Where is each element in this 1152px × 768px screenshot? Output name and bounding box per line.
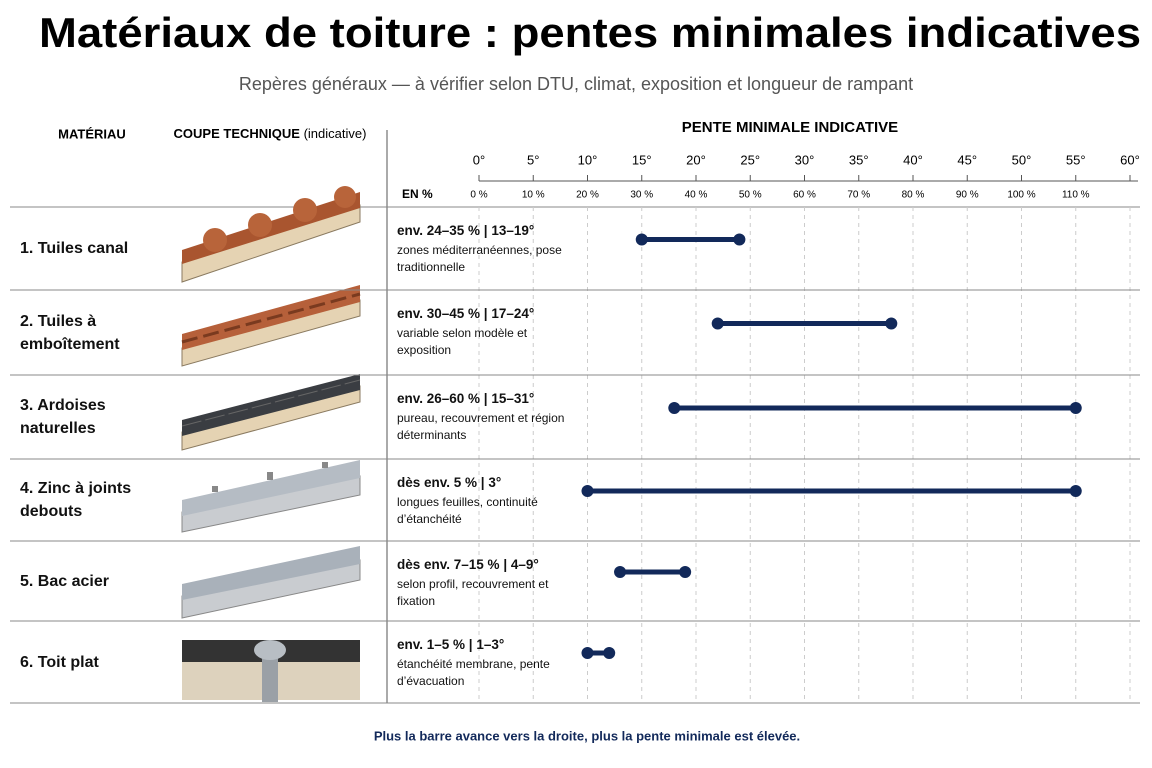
detail: env. 30–45 % | 17–24° variable selon modè… bbox=[397, 306, 567, 359]
detail-note: zones méditerranéennes, pose traditionne… bbox=[397, 243, 562, 274]
x2-tick-label: 50 % bbox=[739, 190, 762, 201]
range-start bbox=[581, 647, 594, 659]
range-end bbox=[679, 566, 692, 578]
detail-note: variable selon modèle et exposition bbox=[397, 326, 528, 357]
detail: dès env. 7–15 % | 4–9° selon profil, reco… bbox=[397, 557, 567, 610]
detail: env. 1–5 % | 1–3° étanchéité membrane, pe… bbox=[397, 637, 567, 690]
x2-tick-label: 100 % bbox=[1007, 190, 1035, 201]
x-tick-label: 50° bbox=[1012, 152, 1032, 167]
category-label: 5. Bac acier bbox=[20, 551, 160, 611]
header-section: COUPE TECHNIQUE (indicative) bbox=[174, 126, 367, 141]
range-end bbox=[1069, 402, 1082, 414]
title: Matériaux de toiture : pentes minimales … bbox=[39, 9, 1141, 56]
header-section-title: COUPE TECHNIQUE bbox=[174, 126, 301, 141]
x-tick-label: 25° bbox=[740, 152, 760, 167]
range-start bbox=[668, 402, 681, 414]
footer: Plus la barre avance vers la droite, plu… bbox=[374, 728, 800, 743]
category-label: 3. Ardoises naturelles bbox=[20, 387, 160, 447]
detail-range: dès env. 5 % | 3° bbox=[397, 475, 502, 490]
range-start bbox=[711, 317, 724, 330]
header-section-note: (indicative) bbox=[304, 126, 367, 141]
detail-note: longues feuilles, continuité d’étanchéit… bbox=[397, 495, 538, 526]
x2-tick-label: 0 % bbox=[470, 190, 487, 201]
x-tick-label: 15° bbox=[632, 152, 652, 167]
x-tick-label: 35° bbox=[849, 152, 869, 167]
detail-note: étanchéité membrane, pente d’évacuation bbox=[397, 657, 550, 688]
range-end bbox=[885, 317, 898, 330]
range-end bbox=[1069, 485, 1082, 497]
x-tick-label: 5° bbox=[527, 152, 539, 167]
x2-tick-label: 40 % bbox=[685, 190, 708, 201]
x2-tick-label: 80 % bbox=[902, 190, 925, 201]
detail-range: dès env. 7–15 % | 4–9° bbox=[397, 557, 539, 572]
illustrations bbox=[181, 186, 361, 702]
x2-tick-label: 30 % bbox=[630, 190, 653, 201]
detail: env. 24–35 % | 13–19° zones méditerranéen… bbox=[397, 223, 567, 276]
range-start bbox=[614, 566, 627, 578]
x2-tick-label: 10 % bbox=[522, 190, 545, 201]
x-tick-label: 0° bbox=[473, 152, 485, 167]
category-text: 5. Bac acier bbox=[20, 572, 109, 590]
x2-tick-label: 110 % bbox=[1062, 190, 1090, 201]
category-label: 2. Tuiles à emboîtement bbox=[20, 303, 160, 363]
x2-tick-label: 70 % bbox=[847, 190, 870, 201]
x-tick-label: 40° bbox=[903, 152, 923, 167]
x-tick-label: 10° bbox=[578, 152, 598, 167]
detail: dès env. 5 % | 3° longues feuilles, conti… bbox=[397, 475, 567, 528]
x-tick-label: 30° bbox=[795, 152, 815, 167]
subtitle: Repères généraux — à vérifier selon DTU,… bbox=[239, 74, 913, 94]
x-tick-label: 60° bbox=[1120, 152, 1140, 167]
x-tick-label: 20° bbox=[686, 152, 706, 167]
category-text: 1. Tuiles canal bbox=[20, 240, 129, 257]
range-end bbox=[603, 647, 616, 659]
category-text: 4. Zinc à joints debouts bbox=[20, 480, 132, 520]
detail-range: env. 26–60 % | 15–31° bbox=[397, 391, 535, 406]
x2-tick-label: 90 % bbox=[956, 190, 979, 201]
category-label: 6. Toit plat bbox=[20, 632, 160, 692]
x-tick-label: 45° bbox=[957, 152, 977, 167]
range-start bbox=[581, 485, 594, 497]
category-label: 1. Tuiles canal bbox=[20, 219, 160, 279]
header-material: MATÉRIAU bbox=[58, 126, 126, 141]
x2-tick-label: 20 % bbox=[576, 190, 599, 201]
range-start bbox=[635, 233, 648, 246]
category-label: 4. Zinc à joints debouts bbox=[20, 470, 160, 530]
category-text: 2. Tuiles à emboîtement bbox=[20, 312, 120, 353]
chart-title: PENTE MINIMALE INDICATIVE bbox=[682, 119, 898, 136]
category-text: 6. Toit plat bbox=[20, 653, 99, 671]
detail-note: pureau, recouvrement et région détermina… bbox=[397, 411, 565, 442]
category-text: 3. Ardoises naturelles bbox=[20, 397, 106, 437]
detail-range: env. 1–5 % | 1–3° bbox=[397, 637, 505, 652]
x-tick-label: 55° bbox=[1066, 152, 1086, 167]
detail-range: env. 30–45 % | 17–24° bbox=[397, 306, 535, 321]
x2-tick-label: 60 % bbox=[793, 190, 816, 201]
detail-range: env. 24–35 % | 13–19° bbox=[397, 223, 535, 238]
range-end bbox=[733, 233, 746, 246]
percent-header: EN % bbox=[402, 187, 433, 201]
detail: env. 26–60 % | 15–31° pureau, recouvremen… bbox=[397, 391, 567, 444]
detail-note: selon profil, recouvrement et fixation bbox=[397, 577, 549, 608]
